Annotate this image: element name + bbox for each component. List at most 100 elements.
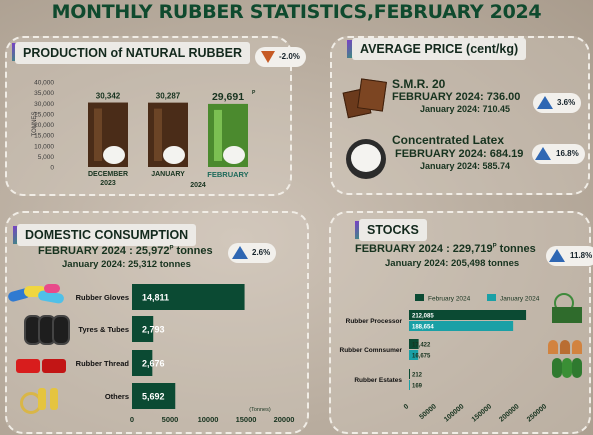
production-value-label: 30,287 xyxy=(156,92,181,101)
production-provisional-mark: P xyxy=(252,90,256,96)
domestic-value-label: 2,676 xyxy=(142,359,165,369)
domestic-xtick-label: 5000 xyxy=(162,415,179,424)
stocks-category-label: Rubber Processor xyxy=(346,318,403,325)
tyres-icon xyxy=(24,313,70,345)
stocks-legend-swatch xyxy=(487,294,496,301)
domestic-category-label: Rubber Gloves xyxy=(76,293,129,302)
stocks-feb-total: FEBRUARY 2024 : 229,719P tonnes xyxy=(355,243,536,255)
trees-icon xyxy=(552,358,582,382)
production-change-value: -2.0% xyxy=(279,52,300,61)
stocks-value-label: 212,085 xyxy=(412,314,434,320)
domestic-jan-total: January 2024: 25,312 tonnes xyxy=(62,259,191,270)
latex-title: Concentrated Latex xyxy=(392,133,505,147)
stocks-feb-unit: tonnes xyxy=(496,243,536,255)
stocks-legend-swatch xyxy=(415,294,424,301)
domestic-feb-value: FEBRUARY 2024 : 25,972 xyxy=(38,245,170,257)
stocks-value-label: 16,675 xyxy=(412,354,431,360)
production-ytick-label: 5,000 xyxy=(38,154,55,161)
domestic-feb-unit: tonnes xyxy=(173,245,213,257)
production-heading: PRODUCTION of NATURAL RUBBER xyxy=(15,42,250,64)
domestic-category-label: Others xyxy=(105,392,129,401)
smr-bale-image xyxy=(342,78,387,119)
domestic-value-label: 5,692 xyxy=(142,392,165,402)
stocks-category-label: Rubber Estates xyxy=(354,377,402,384)
production-category-label: FEBRUARY xyxy=(207,170,248,179)
stocks-bar xyxy=(409,310,527,320)
stocks-increase-arrow-icon xyxy=(549,249,565,262)
domestic-chart: 0 5000 10000 15000 20000(Tonnes) Rubber Glov… xyxy=(76,284,295,424)
stocks-bar xyxy=(409,350,419,360)
domestic-xtick-label: 20000 xyxy=(274,415,295,424)
stocks-heading: STOCKS xyxy=(359,219,427,241)
latex-increase-arrow-icon xyxy=(535,147,551,160)
domestic-increase-arrow-icon xyxy=(232,246,248,259)
domestic-bar xyxy=(132,316,154,342)
domestic-bar xyxy=(132,383,176,409)
page-title: MONTHLY RUBBER STATISTICS,FEBRUARY 2024 xyxy=(51,1,542,23)
stocks-bar xyxy=(409,339,419,349)
domestic-xtick-label: 0 xyxy=(130,415,134,424)
domestic-value-label: 2,793 xyxy=(142,325,165,335)
stocks-value-label: 17,422 xyxy=(412,343,431,349)
decrease-arrow-icon xyxy=(261,51,275,63)
domestic-xtick-label: 10000 xyxy=(198,415,219,424)
domestic-unit-label: (Tonnes) xyxy=(249,407,271,413)
stocks-value-label: 188,654 xyxy=(412,325,434,331)
domestic-xtick-label: 15000 xyxy=(236,415,257,424)
production-chart: 40,000 35,000 30,000 25,000 20,000 15,000 10,0… xyxy=(32,80,256,190)
stocks-value-label: 169 xyxy=(412,384,423,390)
domestic-value-label: 14,811 xyxy=(142,293,169,303)
stocks-bar xyxy=(409,380,410,390)
production-ytick-label: 40,000 xyxy=(34,80,54,87)
production-ytick-label: 20,000 xyxy=(34,122,54,129)
domestic-bar xyxy=(132,284,245,310)
production-ytick-label: 0 xyxy=(50,165,54,172)
production-ytick-label: 15,000 xyxy=(34,133,54,140)
production-value-label: 29,691 xyxy=(212,91,244,103)
latex-image xyxy=(344,135,390,183)
production-ytick-label: 30,000 xyxy=(34,101,54,108)
domestic-heading: DOMESTIC CONSUMPTION xyxy=(17,224,197,246)
stocks-bar xyxy=(409,369,410,379)
production-bar-trunk xyxy=(214,109,222,161)
stocks-change-value: 11.8% xyxy=(570,251,593,260)
latex-jan-price: January 2024: 585.74 xyxy=(420,161,511,171)
production-ytick-label: 25,000 xyxy=(34,111,54,118)
smr-change-value: 3.6% xyxy=(557,98,576,107)
factory-icon xyxy=(552,293,582,323)
domestic-category-label: Tyres & Tubes xyxy=(78,325,129,334)
production-year-label: 2024 xyxy=(190,182,206,189)
production-category-label: JANUARY xyxy=(151,171,185,178)
stocks-legend-label: February 2024 xyxy=(428,296,471,303)
smr-feb-price: FEBRUARY 2024: 736.00 xyxy=(392,91,521,103)
production-y-axis-label: TONNES xyxy=(32,112,38,137)
production-bar-latex-cup xyxy=(223,146,245,164)
stocks-value-label: 212 xyxy=(412,373,423,379)
domestic-feb-total: FEBRUARY 2024 : 25,972P tonnes xyxy=(38,245,213,257)
production-bar-trunk xyxy=(94,108,102,161)
production-bar-latex-cup xyxy=(163,146,185,164)
thread-icon xyxy=(16,357,68,375)
production-bar-trunk xyxy=(154,108,162,161)
stocks-legend-label: January 2024 xyxy=(500,296,540,303)
smr-jan-price: January 2024: 710.45 xyxy=(420,104,511,114)
people-icon xyxy=(548,340,584,354)
production-value-label: 30,342 xyxy=(96,92,121,101)
production-year-label: 2023 xyxy=(100,180,116,187)
latex-change-value: 16.8% xyxy=(556,149,579,158)
stocks-xtick-label: 100000 xyxy=(443,403,465,423)
stocks-xtick-label: 50000 xyxy=(418,403,437,421)
domestic-bar xyxy=(132,350,153,376)
others-icon xyxy=(20,388,68,414)
stocks-category-label: Rubber Comnsumer xyxy=(340,347,403,354)
production-bar-latex-cup xyxy=(103,146,125,164)
production-ytick-label: 35,000 xyxy=(34,90,54,97)
smr-increase-arrow-icon xyxy=(537,96,553,109)
stocks-xtick-label: 250000 xyxy=(526,403,548,423)
price-heading: AVERAGE PRICE (cent/kg) xyxy=(352,38,527,60)
stocks-jan-total: January 2024: 205,498 tonnes xyxy=(385,258,520,269)
domestic-change-value: 2.6% xyxy=(252,248,271,257)
stocks-provisional-mark: P xyxy=(492,243,497,250)
stocks-xtick-label: 0 xyxy=(403,403,411,411)
domestic-category-label: Rubber Thread xyxy=(76,359,130,368)
